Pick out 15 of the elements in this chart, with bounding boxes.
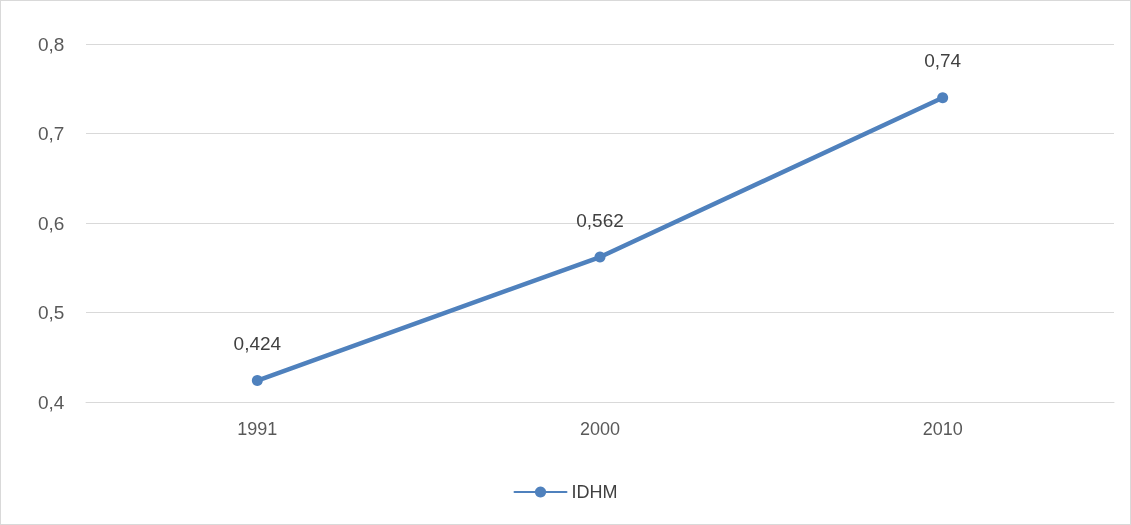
x-tick-label: 1991: [237, 419, 278, 439]
y-tick-label: 0,6: [38, 212, 65, 234]
x-tick-label: 2000: [579, 419, 621, 439]
point: [251, 375, 263, 387]
point: [594, 251, 606, 263]
data-label: 0,74: [924, 50, 962, 72]
y-tick-label: 0,8: [38, 33, 65, 55]
x-tick-label: 2010: [922, 419, 963, 439]
y-tick-label: 0,7: [38, 123, 65, 144]
data-label: 0,424: [233, 333, 282, 355]
y-tick-label: 0,4: [38, 391, 65, 413]
data-label: 0,562: [576, 209, 624, 231]
legend-label: IDHM: [571, 482, 618, 502]
y-tick-label: 0,5: [38, 302, 65, 323]
point: [937, 92, 949, 104]
